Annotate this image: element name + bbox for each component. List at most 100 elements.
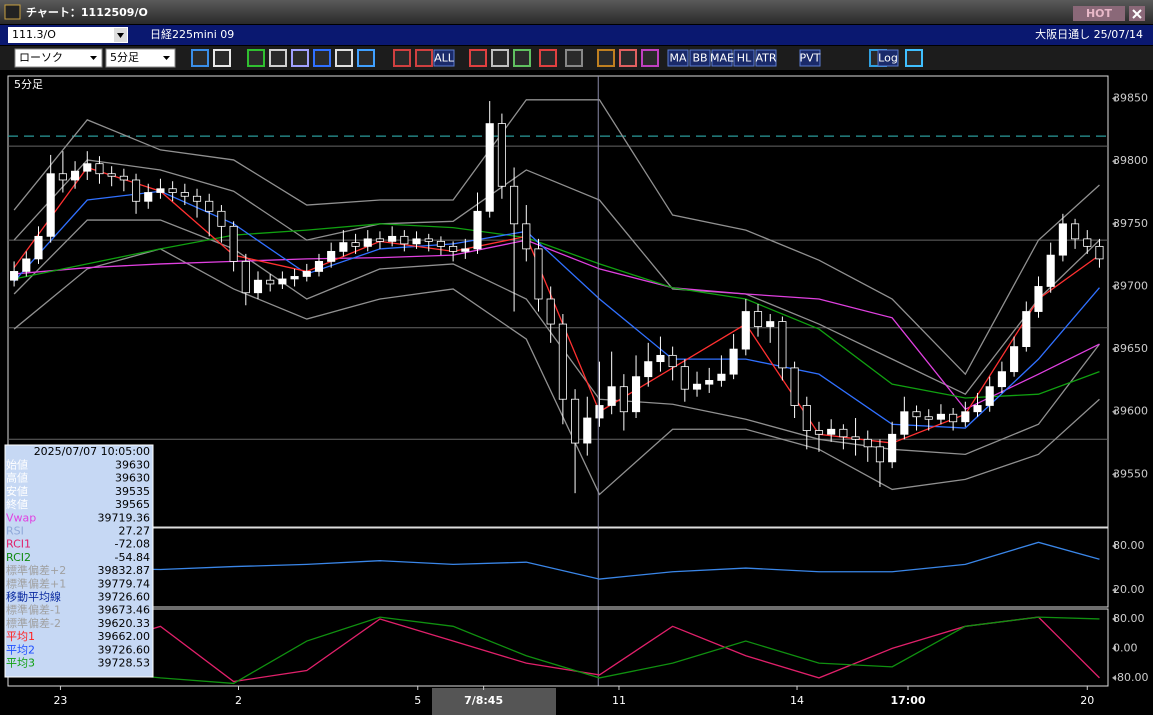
close-icon xyxy=(1132,9,1142,19)
info-label: 移動平均線 xyxy=(6,590,61,604)
candle-body xyxy=(168,188,177,193)
tool-icon[interactable] xyxy=(291,49,309,67)
info-label: Vwap xyxy=(6,511,36,524)
candle-body xyxy=(107,173,116,177)
candle-body xyxy=(692,383,702,390)
candle-body xyxy=(436,240,445,247)
y-tick xyxy=(1112,408,1116,415)
tool-icon[interactable] xyxy=(905,49,923,67)
info-label: 標準偏差-2 xyxy=(6,616,61,630)
tool-icon[interactable] xyxy=(469,49,487,67)
candle-body xyxy=(766,321,775,327)
x-tick-label: 5 xyxy=(414,694,421,707)
y-tick-label: 39850 xyxy=(1113,92,1148,105)
y-tick-label: 39700 xyxy=(1113,279,1148,292)
indicator-line xyxy=(13,616,1100,683)
code-input[interactable] xyxy=(8,27,128,43)
tool-icon[interactable] xyxy=(335,49,353,67)
candle-body xyxy=(522,223,531,250)
select-arrow xyxy=(163,56,170,60)
info-value: 39565 xyxy=(115,498,150,511)
candle-body xyxy=(900,411,909,435)
candle-body xyxy=(497,123,506,187)
info-label: 標準偏差+2 xyxy=(6,563,66,577)
tool-button[interactable] xyxy=(733,49,755,67)
candle-body xyxy=(741,311,750,350)
app-icon xyxy=(4,4,21,20)
info-label: 終値 xyxy=(6,497,28,511)
tool-icon[interactable] xyxy=(191,49,209,67)
candle-body xyxy=(1034,286,1043,312)
tool-icon[interactable] xyxy=(313,49,331,67)
candle-body xyxy=(485,123,494,212)
tool-icon[interactable] xyxy=(357,49,375,67)
tool-button[interactable] xyxy=(877,49,899,67)
info-value: 39719.36 xyxy=(98,511,151,524)
candle-body xyxy=(1083,238,1092,247)
hot-label: HOT xyxy=(1086,7,1113,20)
tool-icon[interactable] xyxy=(415,49,433,67)
candle-body xyxy=(388,235,397,242)
panel: 395503960039650397003975039800398505分足23… xyxy=(7,75,1148,707)
tool-icon[interactable] xyxy=(247,49,265,67)
tool-icon[interactable] xyxy=(213,49,231,67)
candle-body xyxy=(302,271,311,277)
info-label: RCI1 xyxy=(6,538,31,551)
candle-body xyxy=(875,446,885,463)
hot-button[interactable] xyxy=(1073,6,1125,21)
candle-body xyxy=(339,242,348,252)
candle-body xyxy=(34,235,43,260)
tool-icon[interactable] xyxy=(641,49,659,67)
candle-body xyxy=(753,311,763,327)
candle-body xyxy=(1058,223,1067,256)
info-value: 39620.33 xyxy=(98,617,151,630)
info-value: 27.27 xyxy=(119,525,151,538)
y-tick-label: 39550 xyxy=(1113,467,1148,480)
tool-icon[interactable] xyxy=(619,49,637,67)
y-tick-label: 39750 xyxy=(1113,217,1148,230)
tool-button[interactable] xyxy=(711,49,733,67)
candle-body xyxy=(1095,245,1104,260)
select-box[interactable] xyxy=(14,48,103,68)
window-title: チャート：1112509/O xyxy=(26,6,148,19)
candle-body xyxy=(449,245,458,252)
info-value: 39726.60 xyxy=(98,643,151,656)
tool-button-label: PVT xyxy=(800,52,821,65)
tool-button[interactable] xyxy=(799,49,821,67)
chart-area xyxy=(0,71,1153,715)
info-value: 39832.87 xyxy=(98,564,151,577)
candle-body xyxy=(424,238,433,242)
candle-body xyxy=(10,271,19,281)
candle-body xyxy=(607,386,616,406)
candle-body xyxy=(949,413,958,423)
candle-body xyxy=(351,242,360,247)
tool-icon[interactable] xyxy=(513,49,531,67)
code-text: 111.3/O xyxy=(12,28,56,41)
info-label: 安値 xyxy=(6,484,28,498)
x-tick-label: 2 xyxy=(235,694,242,707)
info-label: RCI2 xyxy=(6,551,31,564)
x-tick-label: 17:00 xyxy=(890,694,925,707)
candle-body xyxy=(558,323,567,400)
candle-body xyxy=(1022,311,1031,347)
tool-icon[interactable] xyxy=(393,49,411,67)
chart-title: 5分足 xyxy=(14,78,43,91)
tool-button[interactable] xyxy=(433,49,455,67)
tool-button[interactable] xyxy=(667,49,689,67)
tool-icon[interactable] xyxy=(565,49,583,67)
cursor-date-box xyxy=(432,688,556,715)
tool-icon[interactable] xyxy=(269,49,287,67)
candle-body xyxy=(83,163,92,172)
candle-body xyxy=(473,210,482,250)
tool-button[interactable] xyxy=(689,49,711,67)
select-box[interactable] xyxy=(105,48,176,68)
info-label: 標準偏差-1 xyxy=(6,603,61,617)
candle-body xyxy=(363,238,372,247)
select-text: 5分足 xyxy=(110,51,139,64)
tool-icon[interactable] xyxy=(491,49,509,67)
candle-body xyxy=(814,430,824,435)
tool-icon[interactable] xyxy=(597,49,615,67)
tool-button[interactable] xyxy=(755,49,777,67)
candle-body xyxy=(180,192,189,197)
tool-icon[interactable] xyxy=(539,49,557,67)
